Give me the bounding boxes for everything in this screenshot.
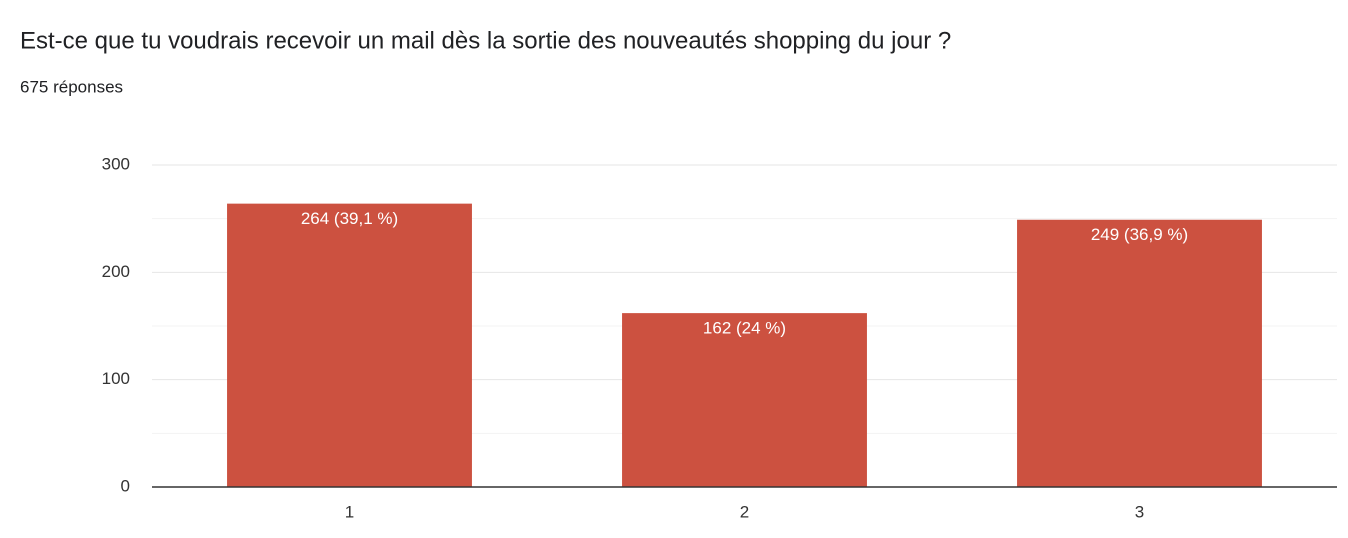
x-tick-label: 2 <box>740 502 749 521</box>
y-tick-label: 300 <box>102 154 130 173</box>
chart-title: Est-ce que tu voudrais recevoir un mail … <box>20 27 951 54</box>
x-tick-label: 3 <box>1135 502 1144 521</box>
chart-subtitle: 675 réponses <box>20 77 123 96</box>
y-tick-label: 200 <box>102 262 130 281</box>
data-label: 264 (39,1 %) <box>301 209 398 228</box>
y-tick-label: 0 <box>121 476 130 495</box>
data-label: 162 (24 %) <box>703 319 786 338</box>
data-label: 249 (36,9 %) <box>1091 225 1188 244</box>
bar <box>1017 219 1262 488</box>
bar <box>622 313 867 487</box>
x-tick-label: 1 <box>345 502 354 521</box>
y-tick-label: 100 <box>102 369 130 388</box>
bar <box>227 203 472 487</box>
